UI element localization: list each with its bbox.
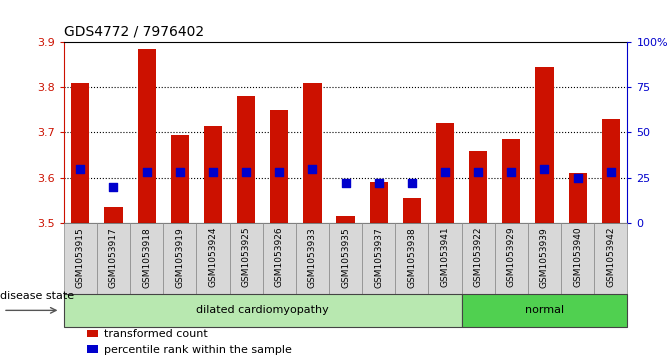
Bar xyxy=(462,223,495,294)
Bar xyxy=(362,223,395,294)
Text: GSM1053939: GSM1053939 xyxy=(540,227,549,287)
Bar xyxy=(262,223,296,294)
Bar xyxy=(462,294,627,327)
Bar xyxy=(502,139,521,223)
Bar xyxy=(535,67,554,223)
Text: GSM1053933: GSM1053933 xyxy=(308,227,317,287)
Text: GSM1053941: GSM1053941 xyxy=(441,227,450,287)
Bar xyxy=(170,135,189,223)
Text: GSM1053938: GSM1053938 xyxy=(407,227,417,287)
Text: GSM1053922: GSM1053922 xyxy=(474,227,482,287)
Text: GSM1053917: GSM1053917 xyxy=(109,227,118,287)
Legend: transformed count, percentile rank within the sample: transformed count, percentile rank withi… xyxy=(83,325,296,359)
Point xyxy=(506,170,517,175)
Text: GSM1053929: GSM1053929 xyxy=(507,227,516,287)
Bar xyxy=(237,96,255,223)
Bar xyxy=(303,83,321,223)
Bar xyxy=(495,223,528,294)
Text: GSM1053937: GSM1053937 xyxy=(374,227,383,287)
Text: GSM1053915: GSM1053915 xyxy=(76,227,85,287)
Point xyxy=(373,180,384,186)
Bar xyxy=(561,223,595,294)
Text: GSM1053942: GSM1053942 xyxy=(607,227,615,287)
Text: GDS4772 / 7976402: GDS4772 / 7976402 xyxy=(64,24,204,38)
Bar xyxy=(568,174,586,223)
Point xyxy=(75,166,86,172)
Point xyxy=(307,166,318,172)
Point xyxy=(539,166,550,172)
Bar xyxy=(105,207,123,223)
Bar xyxy=(97,223,130,294)
Point xyxy=(274,170,285,175)
Point xyxy=(108,184,119,190)
Bar xyxy=(64,294,462,327)
Bar xyxy=(429,223,462,294)
Text: GSM1053925: GSM1053925 xyxy=(242,227,250,287)
Text: GSM1053935: GSM1053935 xyxy=(341,227,350,287)
Text: GSM1053919: GSM1053919 xyxy=(175,227,185,287)
Point xyxy=(207,170,218,175)
Bar xyxy=(469,151,487,223)
Bar xyxy=(296,223,329,294)
Point xyxy=(572,175,583,181)
Text: dilated cardiomyopathy: dilated cardiomyopathy xyxy=(197,305,329,315)
Point xyxy=(407,180,417,186)
Bar xyxy=(395,223,429,294)
Bar xyxy=(138,49,156,223)
Text: GSM1053940: GSM1053940 xyxy=(573,227,582,287)
Bar xyxy=(64,223,97,294)
Point xyxy=(440,170,450,175)
Bar xyxy=(130,223,163,294)
Bar xyxy=(270,110,289,223)
Bar xyxy=(329,223,362,294)
Bar xyxy=(229,223,262,294)
Bar xyxy=(595,223,627,294)
Bar xyxy=(163,223,197,294)
Text: GSM1053926: GSM1053926 xyxy=(274,227,284,287)
Point xyxy=(142,170,152,175)
Bar xyxy=(528,223,561,294)
Bar xyxy=(197,223,229,294)
Bar xyxy=(403,198,421,223)
Text: GSM1053918: GSM1053918 xyxy=(142,227,151,287)
Point xyxy=(340,180,351,186)
Bar xyxy=(436,123,454,223)
Text: normal: normal xyxy=(525,305,564,315)
Bar xyxy=(71,83,89,223)
Point xyxy=(473,170,484,175)
Bar xyxy=(336,216,355,223)
Bar xyxy=(370,183,388,223)
Point xyxy=(241,170,252,175)
Point xyxy=(605,170,616,175)
Text: GSM1053924: GSM1053924 xyxy=(209,227,217,287)
Bar xyxy=(204,126,222,223)
Point xyxy=(174,170,185,175)
Bar xyxy=(602,119,620,223)
Text: disease state: disease state xyxy=(0,291,74,301)
